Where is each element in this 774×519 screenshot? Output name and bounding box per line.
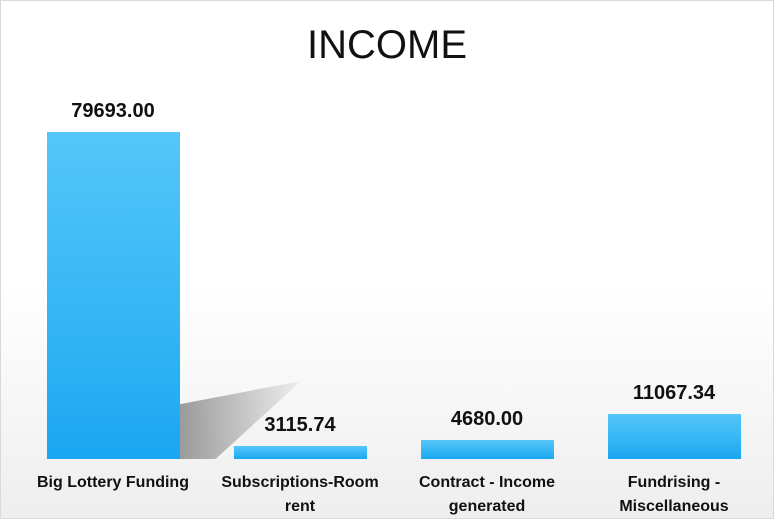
bar <box>420 439 554 459</box>
value-label: 3115.74 <box>264 414 336 437</box>
x-tick-label: Contract - Income generated <box>418 474 555 515</box>
bar <box>46 132 180 459</box>
value-label: 11067.34 <box>632 381 716 404</box>
value-label: 4680.00 <box>450 407 524 430</box>
bar <box>233 446 367 459</box>
x-tick-label: Big Lottery Funding <box>37 474 189 491</box>
x-tick-label: Subscriptions-Room rent <box>221 474 379 515</box>
chart-title: INCOME <box>307 23 467 67</box>
bar <box>607 413 741 459</box>
x-tick-label: Fundrising - Miscellaneous <box>619 474 729 515</box>
value-label: 79693.00 <box>71 100 155 122</box>
